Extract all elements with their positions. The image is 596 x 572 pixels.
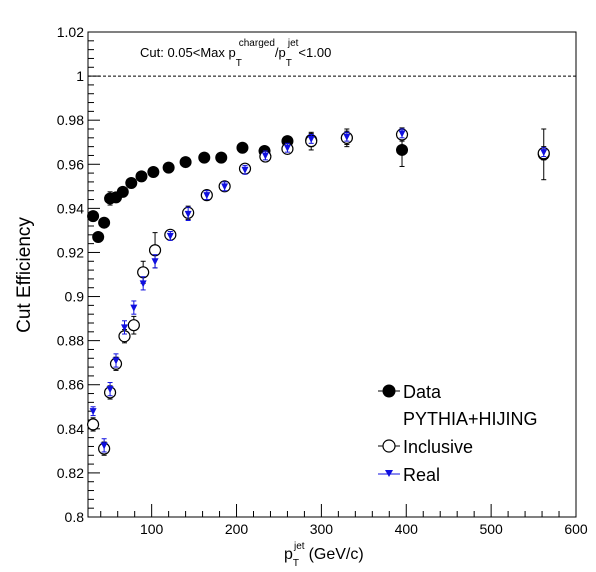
y-tick-label: 0.94 — [57, 200, 84, 216]
inclusive-point — [86, 418, 100, 431]
series-inclusive — [86, 127, 550, 456]
y-tick-label: 1 — [76, 68, 84, 84]
x-tick-label: 200 — [225, 521, 249, 537]
data-point — [236, 141, 249, 154]
y-tick-label: 1.02 — [57, 24, 84, 40]
data-point — [162, 161, 175, 174]
cut-annotation-sup2: jet — [287, 38, 299, 49]
x-axis-title-sup: jet — [293, 541, 305, 552]
legend-label-inclusive: Inclusive — [403, 437, 473, 457]
real-point — [89, 408, 97, 416]
cut-annotation-prefix: Cut: 0.05<Max p — [140, 45, 236, 60]
data-point — [125, 177, 138, 190]
real-point — [166, 232, 174, 240]
real-point — [241, 166, 249, 174]
x-tick-label: 400 — [395, 521, 419, 537]
y-tick-label: 0.82 — [57, 465, 84, 481]
inclusive-point — [127, 319, 140, 332]
legend-label-pythia-hijing: PYTHIA+HIJING — [403, 409, 538, 429]
real-point — [261, 152, 269, 160]
x-tick-label: 100 — [140, 521, 164, 537]
real-point — [106, 386, 114, 394]
legend-label-real: Real — [403, 465, 440, 485]
y-tick-label: 0.96 — [57, 156, 84, 172]
series-data — [87, 128, 550, 244]
cut-annotation-sup1: charged — [239, 38, 275, 49]
data-points-layer — [86, 127, 550, 456]
cut-annotation: Cut: 0.05<Max pTcharged/pTjet<1.00 — [140, 38, 331, 69]
inclusive-point — [137, 266, 150, 279]
x-tick-label: 300 — [310, 521, 334, 537]
y-tick-label: 0.88 — [57, 333, 84, 349]
y-tick-label: 0.98 — [57, 112, 84, 128]
legend-marker-data — [378, 384, 400, 398]
y-tick-label: 0.8 — [65, 509, 85, 525]
data-point — [98, 216, 111, 229]
real-point — [120, 324, 128, 332]
real-point — [203, 192, 211, 200]
tick-labels-layer: 0.8 0.82 0.84 0.86 0.88 0.9 0.92 0.94 0.96 0.98 1 1… — [57, 24, 588, 537]
legend-marker-real — [378, 470, 400, 477]
data-point — [92, 231, 105, 244]
cut-annotation-slash: /p — [275, 45, 286, 60]
legend-marker-inclusive — [378, 439, 400, 453]
series-real — [89, 128, 548, 453]
inclusive-point — [148, 244, 162, 257]
data-point — [147, 165, 160, 178]
y-tick-label: 0.92 — [57, 244, 84, 260]
x-axis-title-units: (GeV/c) — [309, 546, 364, 563]
real-point — [398, 130, 406, 138]
data-point — [215, 151, 228, 164]
real-point — [139, 280, 147, 288]
data-point — [179, 156, 192, 169]
cut-annotation-suffix: <1.00 — [298, 45, 331, 60]
plot-frame — [87, 31, 577, 518]
real-point — [283, 144, 291, 152]
data-point — [116, 185, 129, 198]
data-point — [396, 143, 409, 156]
x-axis-title: pTjet (GeV/c) — [284, 541, 364, 569]
cut-annotation-sub1: T — [236, 58, 242, 69]
y-tick-label: 0.86 — [57, 377, 84, 393]
legend: Data PYTHIA+HIJING Inclusive Real — [378, 382, 538, 485]
x-axis-title-sub: T — [293, 558, 299, 569]
x-tick-label: 500 — [479, 521, 503, 537]
y-axis-title: Cut Efficiency — [14, 217, 35, 333]
real-point — [540, 149, 548, 157]
x-tick-label: 600 — [564, 521, 588, 537]
data-point — [198, 151, 211, 164]
real-point — [184, 210, 192, 218]
real-point — [343, 133, 351, 141]
y-tick-label: 0.84 — [57, 421, 84, 437]
y-tick-label: 0.9 — [65, 289, 85, 305]
legend-label-data: Data — [403, 382, 442, 402]
cut-annotation-sub2: T — [286, 58, 292, 69]
real-point — [130, 304, 138, 312]
real-point — [151, 258, 159, 266]
real-point — [112, 357, 120, 365]
real-point — [307, 135, 315, 143]
real-point — [221, 183, 229, 191]
x-axis-title-main: p — [284, 546, 293, 563]
data-point — [87, 210, 100, 223]
axis-ticks-layer — [88, 31, 577, 518]
data-point — [135, 170, 148, 183]
real-point — [100, 442, 108, 450]
